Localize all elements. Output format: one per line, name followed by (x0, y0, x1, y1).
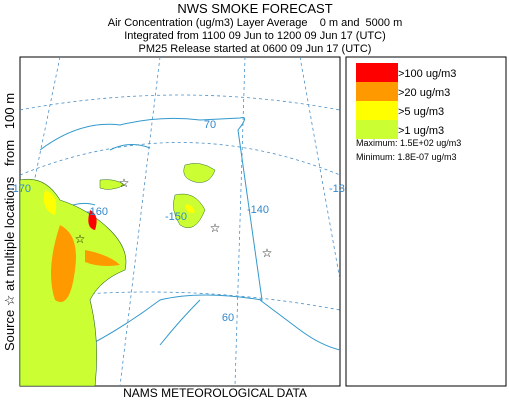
legend-swatch (356, 82, 398, 101)
longitude-line (119, 57, 161, 386)
smoke-area (20, 178, 127, 386)
smoke-area (99, 179, 126, 190)
legend-maximum: Maximum: 1.5E+02 ug/m3 (356, 138, 461, 148)
legend: >100 ug/m3 >20 ug/m3 >5 ug/m3 >1 ug/m3 Maxi… (345, 56, 507, 387)
grid-label: -160 (86, 206, 108, 218)
smoke-area (51, 225, 76, 302)
legend-label: >5 ug/m3 (398, 106, 444, 118)
legend-label: >1 ug/m3 (398, 125, 444, 137)
subtitle: Air Concentration (ug/m3) Layer Average … (108, 17, 403, 29)
legend-minimum: Minimum: 1.8E-07 ug/m3 (356, 152, 457, 162)
grid-label: -170 (9, 183, 31, 195)
title: NWS SMOKE FORECAST (177, 1, 332, 16)
smoke-area (183, 163, 216, 183)
legend-swatch (356, 120, 398, 139)
grid-label: -150 (165, 211, 187, 223)
longitude-line (234, 57, 246, 386)
legend-label: >20 ug/m3 (398, 87, 450, 99)
grid-label: 60 (222, 312, 234, 324)
grid-label: -140 (247, 204, 269, 216)
latitude-line (20, 94, 340, 111)
smoke-area (43, 190, 57, 215)
source-star: ☆ (75, 232, 86, 246)
legend-swatch (356, 101, 398, 120)
grid-label: 70 (204, 119, 216, 131)
source-star: ☆ (262, 246, 273, 260)
smoke-area (88, 210, 97, 230)
source-star: ☆ (119, 176, 130, 190)
smoke-area (85, 250, 120, 266)
source-star: ☆ (210, 221, 221, 235)
side-label: Source ☆ at multiple locations from 100 … (2, 93, 17, 351)
legend-label: >100 ug/m3 (398, 68, 456, 80)
subtitle: Integrated from 1100 09 Jun to 1200 09 J… (124, 30, 386, 42)
footer: NAMS METEOROLOGICAL DATA (123, 386, 307, 400)
subtitle: PM25 Release started at 0600 09 Jun 17 (… (139, 43, 372, 55)
longitude-line (299, 57, 340, 281)
latitude-line (20, 142, 340, 176)
legend-swatch (356, 63, 398, 82)
smoke-area (185, 204, 195, 214)
